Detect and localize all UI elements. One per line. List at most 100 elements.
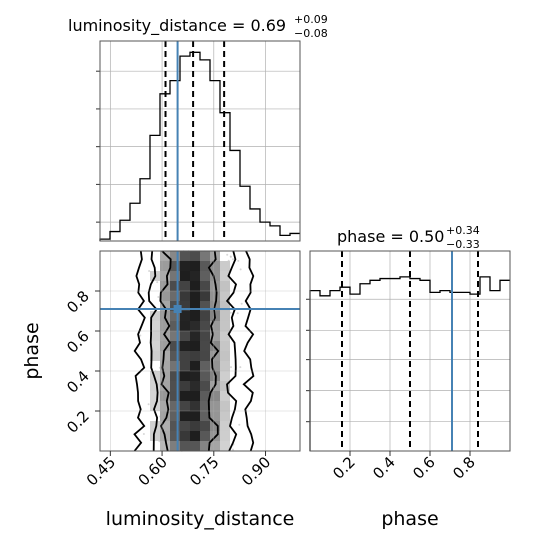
joint-density-panel: 0.45 0.60 0.75 0.90 0.2 0.4 0.6 0.8 (63, 250, 301, 489)
joint-density-cell (210, 271, 220, 281)
joint-density-cell (220, 351, 230, 361)
joint-sample-point (238, 423, 241, 426)
joint-density-cell (160, 401, 170, 411)
phase-histogram-panel: 0.2 0.4 0.6 0.8 (306, 250, 511, 483)
joint-density-cell (190, 261, 200, 271)
phase-frame (309, 250, 511, 452)
joint-density-cell (210, 331, 220, 341)
joint-density-cell (150, 321, 160, 331)
joint-density-cell (170, 421, 180, 431)
joint-density-cell (200, 441, 210, 451)
joint-density-cell (170, 381, 180, 391)
joint-density-cell (190, 411, 200, 421)
joint-density-cell (190, 321, 200, 331)
joint-density-cell (160, 351, 170, 361)
joint-density-cell (180, 271, 190, 281)
joint-density-cell (170, 281, 180, 291)
joint-density-cell (170, 401, 180, 411)
joint-density-cell (150, 431, 160, 441)
joint-density-cell (210, 441, 220, 451)
joint-sample-point (230, 366, 232, 369)
joint-density-cell (200, 371, 210, 381)
joint-sample-point (157, 296, 160, 298)
joint-sample-point (239, 268, 242, 271)
joint-density-cell (180, 281, 190, 291)
joint-density-cell (200, 291, 210, 301)
joint-contour-middle-right (225, 250, 238, 452)
joint-sample-point (229, 255, 232, 258)
joint-density-cell (180, 441, 190, 451)
joint-density-cell (200, 341, 210, 351)
joint-contour-outer-left (133, 250, 146, 452)
joint-density-cell (200, 261, 210, 271)
joint-density-cell (170, 441, 180, 451)
joint-density-cell (170, 271, 180, 281)
joint-frame (99, 250, 301, 452)
joint-density-cell (160, 261, 170, 271)
joint-density-cell (200, 411, 210, 421)
joint-density-cell (220, 321, 230, 331)
joint-density-cell (210, 341, 220, 351)
joint-density-cell (220, 421, 230, 431)
joint-ytick-label-0: 0.2 (63, 407, 93, 437)
joint-contour-inner-right (207, 250, 220, 452)
joint-density-cell (190, 281, 200, 291)
joint-density-cell (180, 301, 190, 311)
phase-xtick-label-2: 0.6 (409, 453, 439, 483)
joint-density-cell (210, 361, 220, 371)
x-axis-label-lumdist: luminosity_distance (106, 508, 295, 530)
phase-xtick-label-0: 0.2 (329, 453, 359, 483)
joint-contour-outer-right (242, 250, 255, 452)
joint-density-cell (160, 441, 170, 451)
joint-density-cell (200, 331, 210, 341)
joint-density-cell (200, 271, 210, 281)
joint-density-cell (180, 321, 190, 331)
joint-density-cell (190, 271, 200, 281)
lumdist-histogram-panel (96, 40, 301, 242)
joint-density-cell (200, 321, 210, 331)
joint-density-cell (200, 431, 210, 441)
joint-density-cell (220, 311, 230, 321)
joint-density-cell (200, 281, 210, 291)
joint-xtick-label-2: 0.75 (186, 453, 222, 489)
joint-density-cell (160, 301, 170, 311)
joint-sample-point (147, 403, 150, 406)
joint-density-cell (170, 351, 180, 361)
joint-density-cells (150, 251, 230, 451)
joint-sample-point (232, 258, 234, 261)
joint-sample-point (239, 366, 242, 369)
joint-density-cell (170, 311, 180, 321)
joint-density-cell (180, 331, 190, 341)
joint-density-cell (180, 251, 190, 261)
joint-density-cell (150, 421, 160, 431)
joint-density-cell (220, 301, 230, 311)
joint-sample-point (237, 259, 240, 262)
joint-sample-point (236, 312, 239, 315)
joint-density-cell (200, 381, 210, 391)
joint-density-cell (220, 431, 230, 441)
lumdist-title-minus: −0.08 (294, 27, 328, 40)
joint-density-cell (180, 291, 190, 301)
joint-density-cell (200, 421, 210, 431)
joint-density-cell (200, 351, 210, 361)
joint-density-cell (180, 351, 190, 361)
joint-density-cell (160, 251, 170, 261)
joint-density-cell (170, 371, 180, 381)
y-axis-label-phase: phase (21, 322, 43, 379)
joint-density-cell (210, 421, 220, 431)
joint-density-cell (170, 391, 180, 401)
joint-density-cell (190, 331, 200, 341)
joint-density-cell (180, 381, 190, 391)
joint-density-cell (170, 411, 180, 421)
x-axis-label-phase: phase (381, 508, 438, 530)
joint-sample-point (229, 311, 232, 314)
joint-density-cell (220, 281, 230, 291)
joint-density-cell (170, 341, 180, 351)
joint-sample-point (232, 448, 234, 451)
joint-density-cell (190, 291, 200, 301)
phase-xtick-label-3: 0.8 (449, 453, 479, 483)
joint-density-cell (190, 301, 200, 311)
joint-density-cell (180, 421, 190, 431)
joint-sample-point (148, 270, 151, 272)
joint-sample-point (156, 281, 159, 284)
